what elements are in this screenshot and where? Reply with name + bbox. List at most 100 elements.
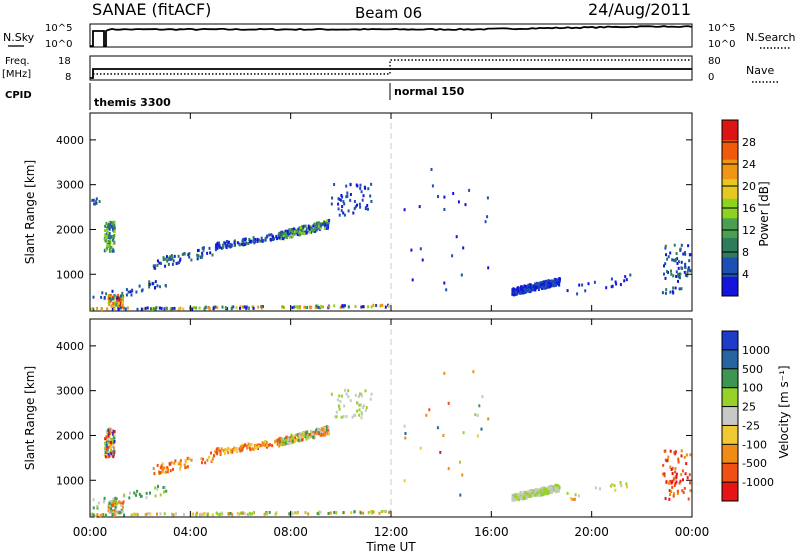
scatter-cell [264,236,267,240]
scatter-cell [120,504,123,507]
scatter-cell [108,511,111,514]
scatter-cell [587,282,590,286]
scatter-cell [428,408,431,412]
scatter-cell [283,235,286,239]
scatter-cell [538,286,540,290]
x-tick-label: 08:00 [273,525,308,539]
scatter-cell [116,296,119,300]
scatter-cell [135,493,137,497]
scatter-cell [172,467,174,471]
scatter-cell [107,509,110,513]
scatter-cell [669,449,672,453]
scatter-cell [239,449,242,453]
colorbar-swatch [722,120,738,141]
scatter-cell [665,288,668,292]
nave-tick-low: 0 [708,72,714,83]
scatter-cell [523,496,526,500]
scatter-cell [610,285,613,289]
scatter-cell [516,492,519,496]
scatter-cell [162,486,165,489]
scatter-cell [683,486,686,490]
scatter-cell [238,447,241,451]
scatter-cell [248,446,251,450]
scatter-cell [112,446,115,450]
scatter-cell [518,287,521,291]
scatter-cell [319,224,322,228]
scatter-cell [312,224,315,228]
scatter-cell [354,205,357,209]
scatter-cell [468,188,471,192]
scatter-cell [294,228,297,232]
scatter-cell [136,489,139,493]
freq-unit-label: [MHz] [2,69,31,80]
scatter-cell [280,442,283,446]
scatter-cell [411,278,414,282]
scatter-cell [370,510,373,513]
scatter-cell [216,246,219,250]
scatter-cell [156,259,159,263]
scatter-cell [255,446,258,450]
scatter-cell [104,441,106,445]
scatter-cell [311,227,314,231]
scatter-cell [512,287,515,291]
scatter-cell [251,447,254,451]
freq-label: Freq. [5,56,30,67]
scatter-cell [254,238,257,241]
scatter-cell [122,500,125,504]
scatter-cell [278,440,281,444]
scatter-cell [213,454,215,458]
scatter-cell [321,430,324,434]
scatter-cell [181,253,184,256]
scatter-cell [263,512,266,516]
scatter-cell [476,434,479,438]
scatter-cell [120,510,123,514]
scatter-cell [106,307,109,311]
scatter-cell [188,252,191,255]
scatter-cell [294,511,297,515]
scatter-cell [201,461,203,465]
scatter-cell [343,304,346,308]
scatter-cell [318,221,320,225]
scatter-cell [239,511,242,515]
scatter-cell [276,438,279,442]
scatter-cell [487,417,490,421]
scatter-cell [163,486,166,489]
scatter-cell [667,481,670,485]
time-axis-label: Time UT [365,540,416,554]
scatter-cell [675,475,678,479]
scatter-cell [459,493,462,497]
scatter-cell [110,245,113,249]
scatter-cell [523,287,526,291]
scatter-cell [218,241,220,245]
scatter-cell [109,430,112,434]
cpid-mode-normal: normal 150 [394,85,465,98]
scatter-cell [111,438,114,442]
scatter-cell [197,248,200,252]
scatter-cell [188,255,191,259]
scatter-cell [107,450,110,454]
scatter-cell [240,242,243,246]
scatter-cell [533,285,536,289]
scatter-cell [299,305,302,308]
scatter-cell [113,433,116,437]
scatter-cell [216,450,219,454]
scatter-cell [472,370,475,374]
scatter-cell [671,485,674,489]
scatter-cell [370,182,373,186]
scatter-cell [365,206,368,210]
scatter-cell [480,427,483,431]
scatter-cell [403,424,406,428]
colorbar-swatch [722,349,738,370]
scatter-cell [223,241,226,245]
scatter-cell [361,198,364,202]
scatter-cell [262,442,265,446]
scatter-cell [297,436,300,440]
scatter-cell [105,228,108,232]
scatter-cell [113,229,116,233]
scatter-cell [107,455,110,459]
scatter-cell [284,229,287,233]
scatter-cell [202,246,205,250]
colorbar-tick-label: 1000 [742,344,770,357]
scatter-cell [531,284,534,288]
scatter-cell [153,472,156,476]
